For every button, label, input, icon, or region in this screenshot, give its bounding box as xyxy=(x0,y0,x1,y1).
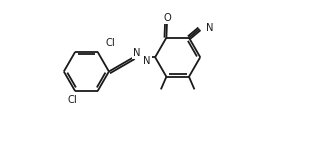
Text: N: N xyxy=(205,23,213,33)
Text: N: N xyxy=(133,48,141,58)
Text: Cl: Cl xyxy=(105,38,115,48)
Text: N: N xyxy=(143,56,151,66)
Text: Cl: Cl xyxy=(67,95,77,105)
Text: O: O xyxy=(163,13,171,23)
